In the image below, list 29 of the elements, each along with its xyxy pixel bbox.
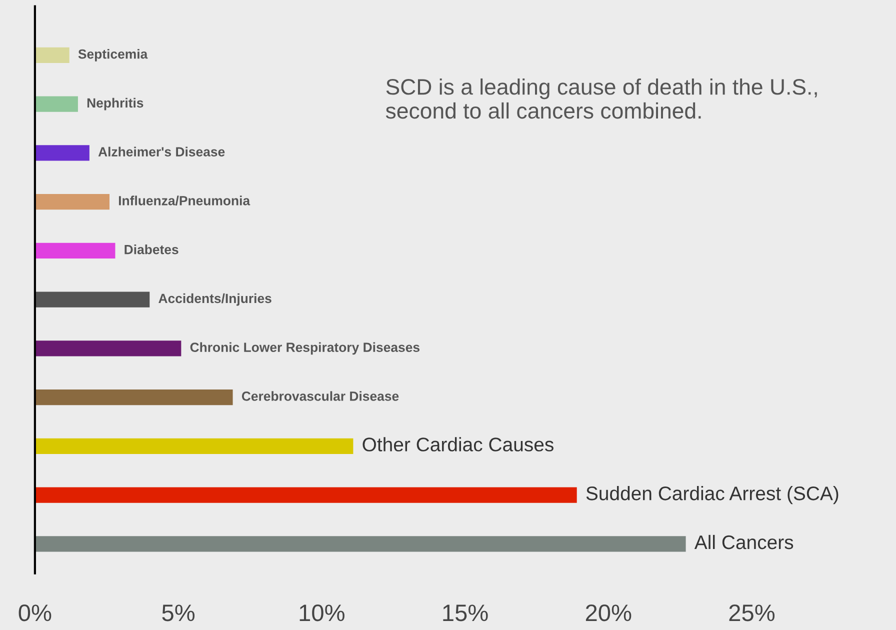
bar — [34, 194, 110, 210]
bar — [34, 438, 354, 454]
y-tick-label: Chronic Lower Respiratory Diseases — [190, 342, 420, 355]
y-tick-label: Influenza/Pneumonia — [118, 196, 250, 206]
bar — [34, 96, 78, 112]
x-tick-label: 10% — [300, 604, 344, 622]
bar — [34, 536, 686, 552]
y-tick-label: Cerebrovascular Disease — [242, 391, 399, 401]
y-tick-label: Septicemia — [78, 49, 148, 62]
y-tick-label: Other Cardiac Causes — [362, 437, 554, 452]
x-tick-label: 5% — [162, 604, 195, 622]
y-tick-label: Accidents/Injuries — [158, 293, 272, 306]
bar — [34, 340, 182, 356]
y-tick-label: Diabetes — [124, 244, 178, 254]
x-tick-label: 20% — [586, 604, 632, 622]
annotation: SCD is a leading cause of death in the U.S., second to all cancers combined. — [386, 78, 817, 119]
y-tick-label: All Cancers — [694, 534, 794, 550]
y-tick-label: Alzheimer's Disease — [98, 146, 225, 156]
bar — [34, 47, 70, 63]
bar — [34, 390, 233, 406]
bar — [34, 145, 90, 161]
x-tick-label: 0% — [18, 604, 52, 622]
x-tick-label: 25% — [729, 604, 775, 622]
x-tick-label: 15% — [443, 604, 488, 622]
bar — [34, 242, 116, 259]
y-tick-label: Nephritis — [87, 98, 144, 110]
bar — [34, 292, 150, 308]
bar — [34, 487, 577, 503]
y-tick-label: Sudden Cardiac Arrest (SCA) — [586, 486, 838, 504]
